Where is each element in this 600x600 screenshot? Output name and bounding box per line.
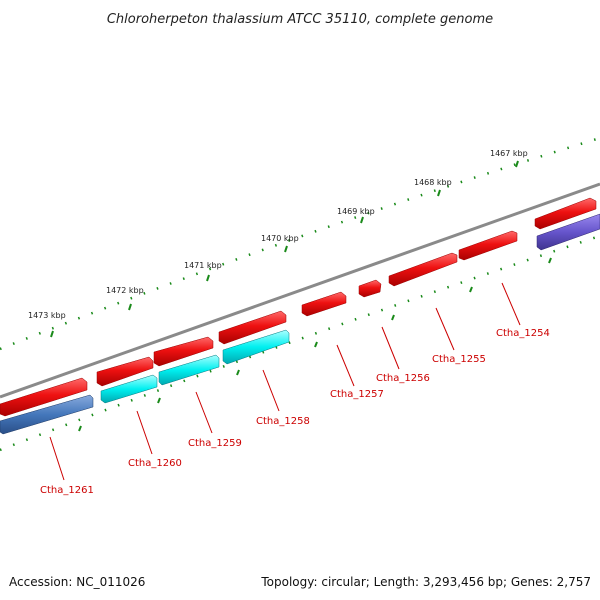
gene-label-group-ctha_1254: Ctha_1254 [496, 283, 550, 339]
ruler-label-1470: 1470 kbp [261, 234, 299, 243]
ruler-label-1471: 1471 kbp [184, 261, 222, 270]
ruler-label-1467: 1467 kbp [490, 149, 528, 158]
gene-label-group-ctha_1255: Ctha_1255 [432, 308, 486, 365]
plus-strand-genes [0, 198, 596, 416]
genome-backbone [0, 184, 600, 397]
ruler-label-1468: 1468 kbp [414, 178, 452, 187]
gene-label-group-ctha_1258: Ctha_1258 [256, 370, 310, 427]
gene-label-ctha_1255[interactable]: Ctha_1255 [432, 354, 486, 365]
ruler-tick-1470: 1470 kbp [261, 234, 317, 347]
gene-label-ctha_1257[interactable]: Ctha_1257 [330, 389, 384, 400]
gene-label-group-ctha_1261: Ctha_1261 [40, 437, 94, 496]
gene-label-ctha_1260[interactable]: Ctha_1260 [128, 458, 182, 469]
gene-arrow-ctha_1257[interactable] [302, 292, 346, 316]
ruler-label-1473: 1473 kbp [28, 311, 66, 320]
gene-arrow-ctha_1255[interactable] [389, 253, 457, 286]
genome-map: Chloroherpeton thalassium ATCC 35110, co… [0, 0, 600, 600]
gene-label-group-ctha_1259: Ctha_1259 [188, 392, 242, 449]
ruler-ticks: 1467 kbp 1468 kbp 1469 kbp 1470 kbp 1471… [28, 149, 551, 431]
gene-arrow-ctha_1256[interactable] [359, 280, 381, 297]
gene-arrow-ctha_1254[interactable] [459, 231, 517, 260]
gene-label-ctha_1259[interactable]: Ctha_1259 [188, 438, 242, 449]
gene-label-ctha_1256[interactable]: Ctha_1256 [376, 373, 430, 384]
gene-label-group-ctha_1256: Ctha_1256 [376, 327, 430, 384]
ruler-label-1472: 1472 kbp [106, 286, 144, 295]
inner-features [0, 214, 600, 434]
map-title: Chloroherpeton thalassium ATCC 35110, co… [107, 12, 493, 27]
accession-text: Accession: NC_011026 [9, 575, 145, 589]
gene-label-ctha_1254[interactable]: Ctha_1254 [496, 328, 550, 339]
gene-label-group-ctha_1260: Ctha_1260 [128, 411, 182, 469]
genome-summary-text: Topology: circular; Length: 3,293,456 bp… [260, 575, 591, 589]
gene-label-ctha_1261[interactable]: Ctha_1261 [40, 485, 94, 496]
ruler-label-1469: 1469 kbp [337, 207, 375, 216]
gene-label-ctha_1258[interactable]: Ctha_1258 [256, 416, 310, 427]
